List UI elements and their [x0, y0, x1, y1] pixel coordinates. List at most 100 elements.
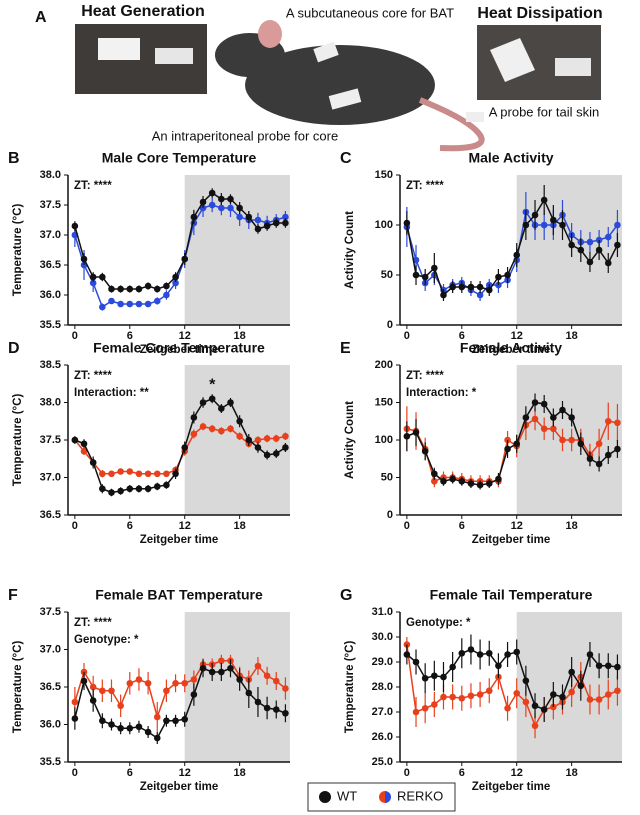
data-point	[254, 216, 262, 224]
x-tick-label: 18	[234, 767, 246, 779]
data-point	[135, 485, 143, 493]
data-point	[476, 291, 484, 299]
data-point	[89, 459, 97, 466]
data-point	[236, 432, 243, 440]
data-point	[80, 447, 88, 455]
data-point	[595, 246, 603, 254]
x-tick-label: 18	[234, 330, 246, 342]
data-point	[199, 198, 207, 206]
data-point	[449, 693, 456, 701]
significance-marker: *	[209, 376, 216, 393]
data-point	[126, 285, 134, 293]
x-tick-label: 6	[459, 767, 465, 779]
data-point	[449, 283, 456, 291]
x-axis-label: Zeitgeber time	[472, 344, 551, 356]
data-point	[126, 724, 134, 732]
y-tick-label: 38.0	[40, 396, 61, 408]
data-point	[568, 414, 575, 421]
data-point	[458, 694, 466, 702]
data-point	[272, 677, 280, 685]
data-point	[513, 251, 521, 259]
data-point	[604, 691, 612, 698]
y-tick-label: 38.0	[40, 169, 61, 181]
x-tick-label: 0	[72, 767, 78, 779]
y-tick-label: 37.5	[40, 434, 61, 446]
data-point	[254, 436, 262, 444]
y-tick-label: 37.5	[40, 606, 61, 618]
chart-title: Female BAT Temperature	[95, 587, 263, 603]
data-point	[595, 440, 603, 448]
data-point	[71, 698, 79, 706]
caption: A subcutaneous core for BAT	[286, 5, 454, 20]
x-tick-label: 18	[566, 330, 578, 342]
caption: A probe for tail skin	[489, 104, 600, 119]
data-point	[412, 271, 420, 279]
legend-label: RERKO	[397, 788, 443, 803]
y-axis-label: Activity Count	[344, 401, 356, 479]
data-point	[531, 702, 539, 710]
data-point	[550, 414, 557, 421]
data-point	[99, 485, 106, 493]
panel-a: A Heat Generation A subcutaneous core fo…	[35, 3, 603, 152]
dark-phase	[184, 365, 290, 515]
data-point	[458, 283, 466, 291]
y-tick-label: 37.5	[40, 199, 61, 211]
data-point	[467, 283, 475, 291]
data-point	[421, 447, 429, 455]
data-point	[531, 399, 539, 406]
data-point	[254, 444, 262, 451]
data-point	[172, 279, 179, 287]
data-point	[80, 677, 88, 685]
data-point	[272, 706, 280, 713]
data-point	[272, 219, 280, 227]
dark-phase	[184, 612, 290, 762]
data-point	[227, 425, 234, 433]
data-point	[99, 470, 106, 478]
panel-letter: F	[8, 587, 18, 604]
data-point	[263, 451, 271, 459]
data-point	[540, 706, 548, 713]
data-point	[476, 283, 484, 291]
data-point	[218, 405, 225, 412]
annotation: ZT: ****	[74, 617, 112, 629]
data-point	[126, 300, 134, 308]
y-axis-label: Temperature (°C)	[12, 394, 24, 487]
data-point	[604, 451, 612, 459]
data-point	[144, 282, 152, 290]
data-point	[504, 445, 511, 453]
data-point	[254, 662, 262, 670]
y-tick-label: 26.0	[372, 731, 393, 743]
probe-icon	[466, 112, 484, 122]
y-axis-label: Temperature (°C)	[12, 204, 24, 297]
x-tick-label: 18	[234, 520, 246, 532]
data-point	[208, 668, 216, 676]
data-point	[522, 677, 530, 685]
x-axis-label: Zeitgeber time	[140, 534, 219, 546]
data-point	[403, 432, 411, 440]
y-tick-label: 50	[381, 471, 393, 483]
data-point	[245, 213, 253, 221]
data-point	[89, 279, 97, 287]
panel-letter: D	[8, 340, 20, 357]
data-point	[577, 682, 585, 690]
data-point	[108, 297, 115, 305]
data-point	[282, 219, 289, 227]
data-point	[568, 668, 575, 676]
data-point	[495, 475, 502, 483]
data-point	[199, 399, 207, 406]
chart-title: Female Activity	[460, 340, 562, 356]
x-tick-label: 0	[404, 767, 410, 779]
data-point	[99, 273, 106, 281]
data-point	[144, 300, 152, 308]
data-point	[272, 435, 280, 442]
data-point	[190, 414, 198, 421]
data-point	[254, 698, 262, 706]
data-point	[577, 440, 585, 448]
data-point	[126, 485, 134, 493]
data-point	[604, 259, 612, 267]
y-tick-label: 0	[387, 509, 393, 521]
data-point	[172, 470, 179, 478]
data-point	[227, 195, 234, 203]
y-tick-label: 0	[387, 319, 393, 331]
y-tick-label: 36.5	[40, 681, 61, 693]
